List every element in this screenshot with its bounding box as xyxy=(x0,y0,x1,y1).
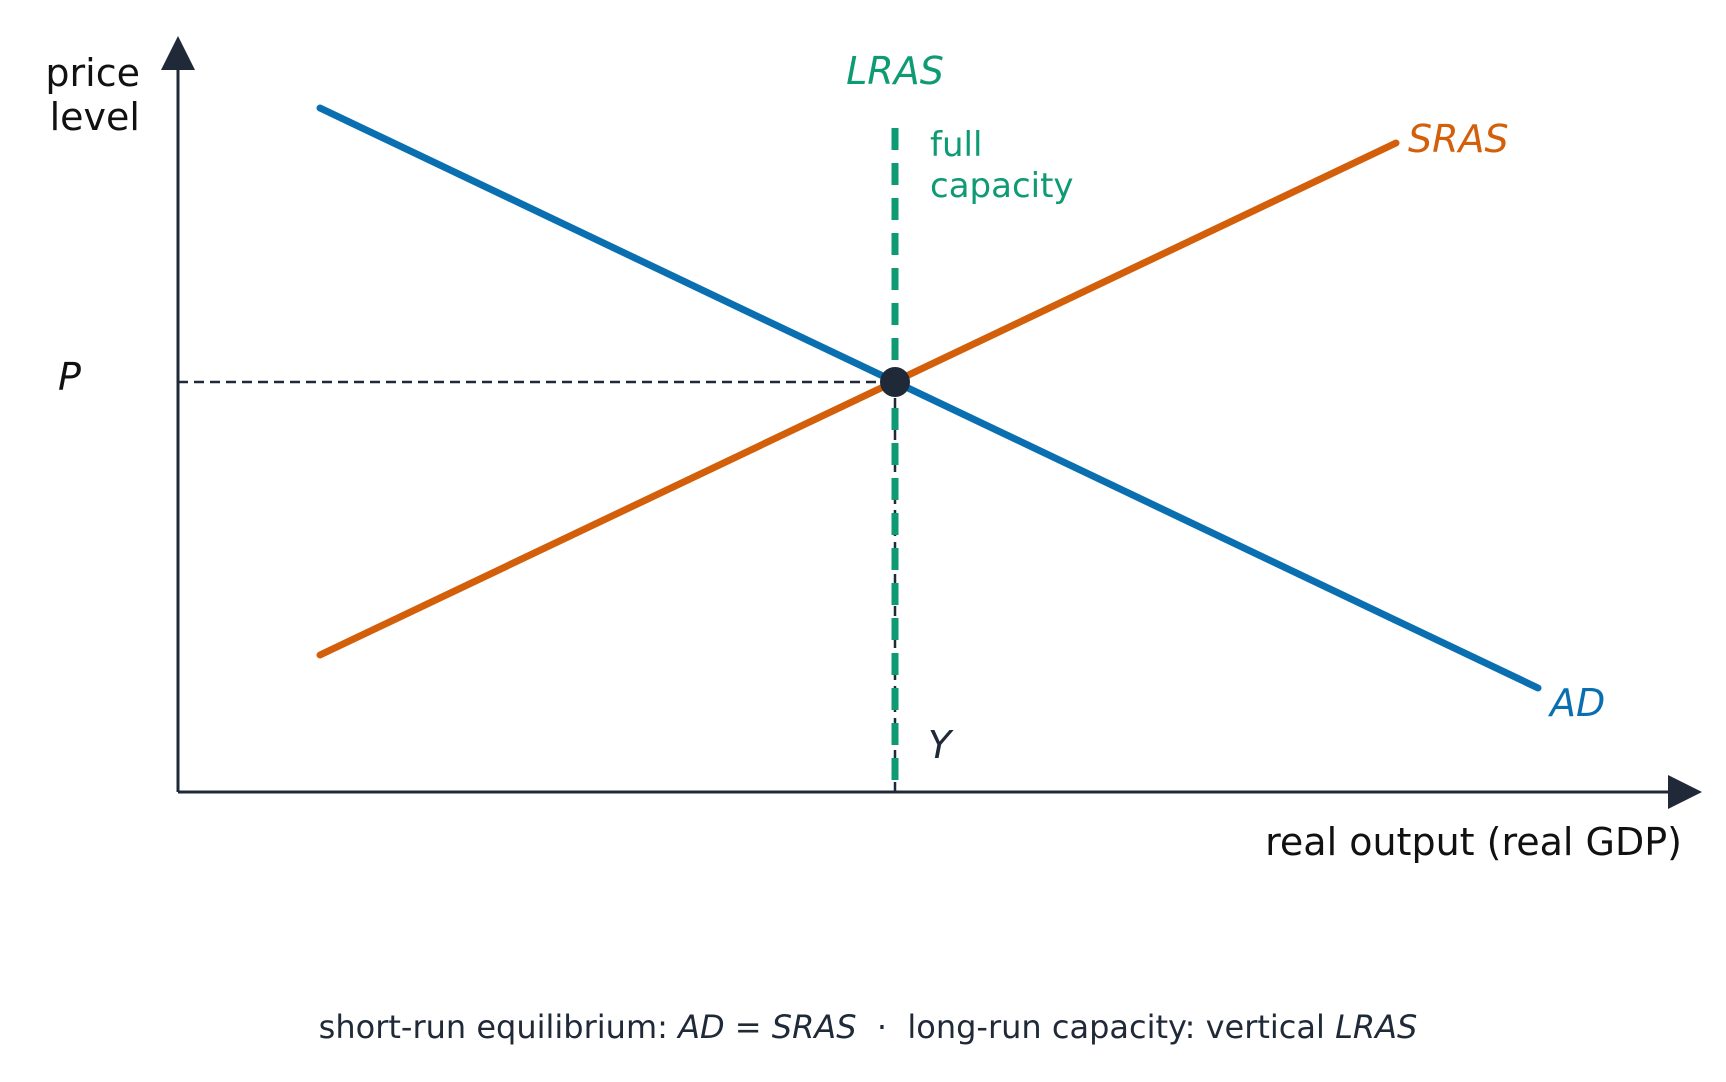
x-axis-arrow xyxy=(1668,775,1702,809)
y-axis-label-line2: level xyxy=(50,95,140,139)
ad-label: AD xyxy=(1547,681,1605,725)
caption-part1: short-run equilibrium: xyxy=(319,1008,678,1046)
lras-label: LRAS xyxy=(846,49,944,93)
caption-ad: AD xyxy=(676,1008,725,1046)
sras-label: SRAS xyxy=(1408,117,1509,161)
y-axis-arrow xyxy=(161,36,195,70)
x-axis-label: real output (real GDP) xyxy=(1265,820,1682,864)
caption-sras: SRAS xyxy=(772,1008,857,1046)
price-label: P xyxy=(58,355,81,399)
output-label: Y xyxy=(928,723,954,767)
caption-lras: LRAS xyxy=(1335,1008,1417,1046)
equilibrium-point xyxy=(880,367,910,397)
sras-line xyxy=(316,139,1400,659)
caption-eq: = xyxy=(725,1008,772,1046)
lras-note-line1: full xyxy=(930,125,982,165)
ad-line xyxy=(316,104,1542,692)
y-axis-label-line1: price xyxy=(45,51,140,95)
lras-note-line2: capacity xyxy=(930,166,1074,206)
caption: short-run equilibrium: AD = SRAS · long-… xyxy=(319,1008,1418,1046)
caption-sep: · long-run capacity: vertical xyxy=(857,1008,1336,1046)
